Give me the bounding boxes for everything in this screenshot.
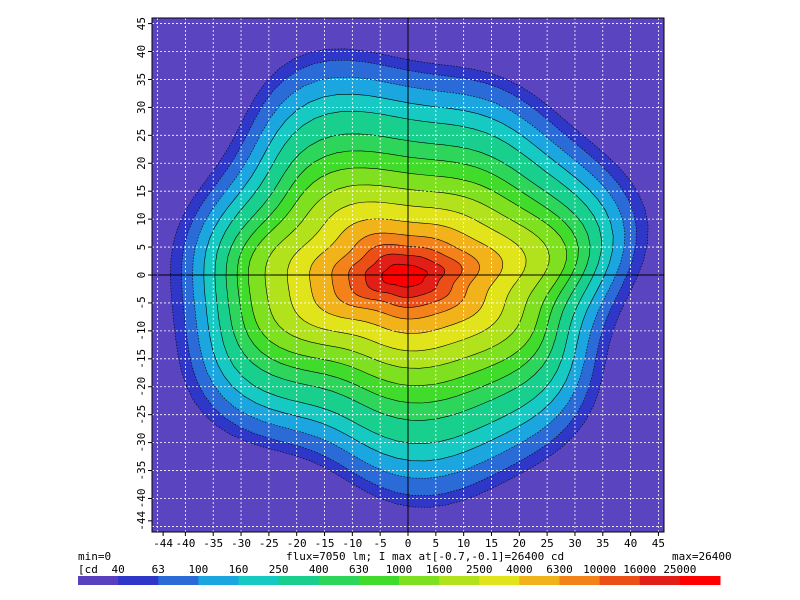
y-tick-label: -35	[135, 461, 148, 481]
y-tick-label: -40	[135, 489, 148, 509]
y-tick-label: 30	[135, 101, 148, 114]
y-tick-label: -10	[135, 321, 148, 341]
legend-label: 630	[349, 563, 369, 576]
legend-swatch	[399, 576, 440, 585]
x-tick-label: -25	[259, 537, 279, 550]
legend-swatch	[519, 576, 560, 585]
y-tick-label: 45	[135, 17, 148, 30]
legend-label: 6300	[546, 563, 573, 576]
legend-label: 400	[309, 563, 329, 576]
legend-swatch	[238, 576, 280, 585]
legend-swatch	[318, 576, 360, 585]
center-axes	[152, 18, 664, 532]
legend-swatch	[639, 576, 681, 585]
legend-swatch	[278, 576, 320, 585]
y-tick-label: 5	[135, 244, 148, 251]
y-tick-label: 35	[135, 73, 148, 86]
x-tick-label: -20	[287, 537, 307, 550]
legend-swatch	[439, 576, 480, 585]
info-label: flux=7050 lm; I max at[-0.7,-0.1]=26400 …	[286, 550, 564, 563]
y-tick-label: -25	[135, 405, 148, 425]
y-tick-label: -20	[135, 377, 148, 397]
max-label: max=26400	[672, 550, 732, 563]
legend-swatch	[559, 576, 601, 585]
x-tick-label: -44	[153, 537, 173, 550]
y-axis-ticks: -44 -40 -35 -30 -25 -20 -15 -10 -5 0 5 10 15 20 25 30 35…	[135, 17, 152, 531]
unit-label: [cd	[78, 563, 98, 576]
color-legend-bar	[78, 576, 721, 585]
y-tick-label: 15	[135, 185, 148, 198]
legend-swatch	[198, 576, 239, 585]
intensity-contours	[170, 48, 649, 508]
y-tick-label: -44	[135, 511, 148, 531]
legend-swatch	[599, 576, 641, 585]
y-tick-label: 0	[135, 272, 148, 279]
y-tick-label: -30	[135, 433, 148, 453]
legend-label: 250	[269, 563, 289, 576]
legend-label: 16000	[623, 563, 656, 576]
x-tick-label: 45	[652, 537, 665, 550]
y-tick-label: 10	[135, 213, 148, 226]
legend-swatch	[358, 576, 400, 585]
y-tick-label: 20	[135, 157, 148, 170]
x-tick-label: 10	[457, 537, 470, 550]
contour-level-25000	[381, 263, 428, 288]
x-tick-label: -5	[374, 537, 387, 550]
y-tick-label: -5	[135, 296, 148, 309]
x-tick-label: 0	[405, 537, 412, 550]
x-tick-label: -35	[203, 537, 223, 550]
x-tick-label: -30	[231, 537, 251, 550]
x-tick-label: -10	[342, 537, 362, 550]
legend-swatch	[479, 576, 520, 585]
legend-label: 4000	[506, 563, 533, 576]
y-tick-label: 40	[135, 45, 148, 58]
x-tick-label: 40	[624, 537, 637, 550]
legend-labels: 40 63 100 160 250 400 630 1000 1600 2500 4000 6300 1…	[112, 563, 697, 576]
x-tick-label: 25	[541, 537, 554, 550]
x-axis-ticks: -44 -40 -35 -30 -25 -20 -15 -10 -5 0 5 10 15 20 25 30 35…	[153, 532, 665, 550]
legend-label: 40	[112, 563, 125, 576]
x-tick-label: 30	[568, 537, 581, 550]
legend-label: 10000	[583, 563, 616, 576]
legend-swatch	[679, 576, 721, 585]
min-label: min=0	[78, 550, 111, 563]
legend-swatch	[78, 576, 119, 585]
x-tick-label: 15	[485, 537, 498, 550]
legend-label: 160	[229, 563, 249, 576]
legend-swatch	[158, 576, 199, 585]
legend-label: 1000	[386, 563, 413, 576]
legend-swatch	[118, 576, 159, 585]
legend-label: 1600	[426, 563, 453, 576]
x-tick-label: -40	[175, 537, 195, 550]
x-tick-label: 20	[513, 537, 526, 550]
x-tick-label: 35	[596, 537, 609, 550]
y-tick-label: 25	[135, 129, 148, 142]
x-tick-label: 5	[433, 537, 440, 550]
y-tick-label: -15	[135, 349, 148, 369]
legend-label: 63	[152, 563, 165, 576]
x-tick-label: -15	[315, 537, 335, 550]
legend-label: 25000	[663, 563, 696, 576]
legend-label: 100	[188, 563, 208, 576]
legend-label: 2500	[466, 563, 493, 576]
